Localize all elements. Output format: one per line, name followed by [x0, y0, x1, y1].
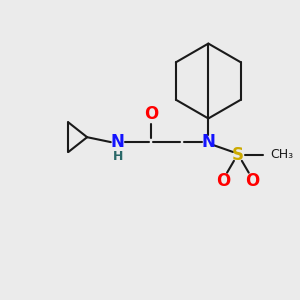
Text: N: N: [201, 133, 215, 151]
Text: H: H: [112, 150, 123, 164]
Text: O: O: [246, 172, 260, 190]
Text: CH₃: CH₃: [270, 148, 293, 161]
Text: O: O: [216, 172, 230, 190]
Text: O: O: [144, 104, 158, 122]
Text: N: N: [111, 133, 124, 151]
Text: S: S: [232, 146, 244, 164]
